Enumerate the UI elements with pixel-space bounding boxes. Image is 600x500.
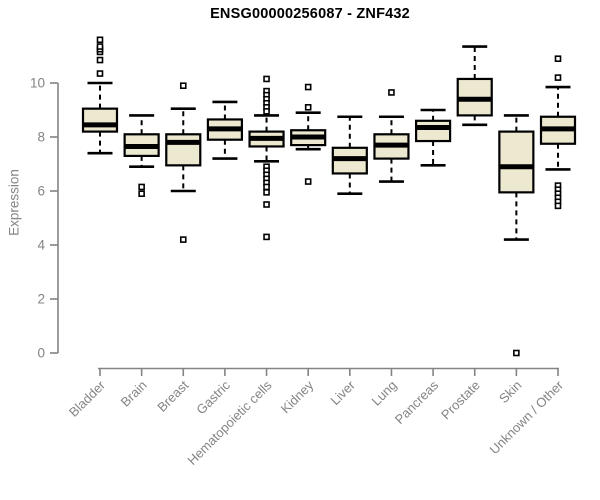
outlier-point (179, 236, 187, 243)
x-category-label-unknown-other: Unknown / Other (487, 377, 567, 457)
boxplot-lung (373, 89, 410, 183)
x-category-label-bladder: Bladder (66, 377, 109, 420)
outlier-point (304, 83, 312, 91)
chart-title: ENSG00000256087 - ZNF432 (210, 6, 410, 22)
x-category-label-lung: Lung (369, 378, 400, 409)
outlier-point (554, 74, 562, 81)
x-category-label-brain: Brain (118, 378, 150, 410)
outlier-point (263, 75, 270, 83)
y-tick-label: 10 (30, 76, 45, 91)
outlier-point (554, 55, 562, 63)
outlier-point (388, 89, 395, 96)
boxplot-hematopoietic-cells (248, 75, 285, 241)
y-tick-label: 0 (37, 346, 45, 361)
y-tick-label: 2 (37, 292, 45, 307)
outlier-point (96, 43, 104, 50)
boxplot-pancreas (414, 108, 452, 167)
outlier-point (263, 189, 270, 196)
outlier-point (138, 190, 145, 197)
x-category-label-skin: Skin (496, 378, 524, 406)
outlier-point (179, 82, 187, 89)
boxplot-breast (165, 82, 202, 243)
x-category-label-kidney: Kidney (278, 377, 317, 416)
iqr-box (165, 133, 202, 167)
outlier-point (138, 183, 145, 191)
iqr-box (414, 119, 452, 143)
boxplot-unknown-other (539, 55, 577, 210)
boxplot-prostate (456, 45, 493, 127)
x-category-label-liver: Liver (327, 377, 358, 408)
outlier-point (263, 233, 270, 241)
boxplot-skin (498, 114, 535, 357)
boxplot-liver (331, 115, 368, 195)
boxplot-brain (123, 114, 160, 197)
y-tick-label: 8 (37, 130, 45, 145)
outlier-point (263, 183, 270, 191)
outlier-point (263, 108, 270, 115)
boxplot-kidney (290, 83, 327, 185)
boxplot-bladder (81, 36, 119, 155)
boxplot-gastric (206, 100, 244, 160)
outlier-point (304, 178, 312, 185)
outlier-point (513, 349, 520, 357)
y-tick-label: 6 (37, 184, 45, 199)
outlier-point (554, 202, 562, 210)
x-category-label-pancreas: Pancreas (392, 377, 442, 427)
x-category-label-prostate: Prostate (438, 378, 483, 423)
outlier-point (96, 36, 104, 44)
outlier-point (96, 56, 104, 64)
iqr-box (81, 107, 119, 133)
y-axis: 0 2 4 6 8 10 (30, 76, 59, 361)
x-category-label-gastric: Gastric (193, 377, 233, 417)
iqr-box (498, 130, 535, 194)
outlier-point (304, 104, 312, 111)
outlier-point (263, 201, 270, 208)
x-category-label-breast: Breast (154, 377, 191, 414)
y-tick-label: 4 (37, 238, 45, 253)
outlier-point (96, 70, 104, 77)
